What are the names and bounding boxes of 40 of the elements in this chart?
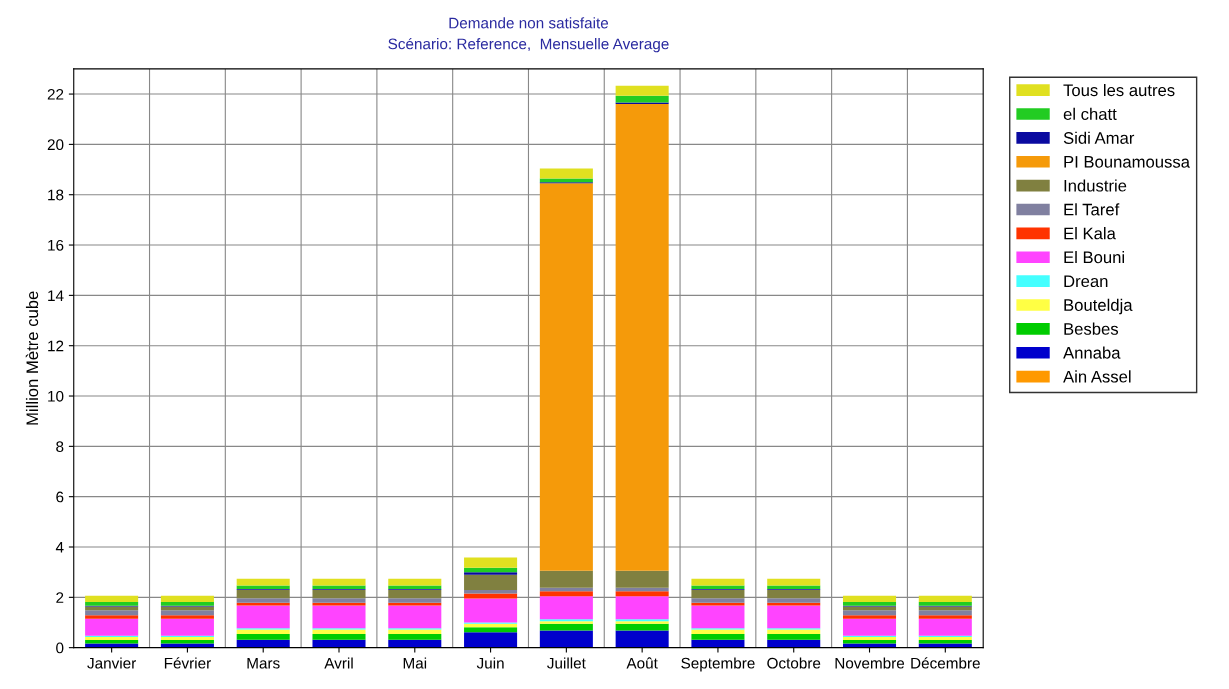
legend-label: Ain Assel — [1063, 370, 1131, 383]
legend-label: El Taref — [1064, 203, 1120, 216]
legend-label: Industrie — [1064, 179, 1127, 192]
x-tick-label: Août — [626, 657, 658, 669]
y-tick-label: 22 — [47, 88, 64, 100]
legend-label: El Kala — [1064, 227, 1116, 240]
y-tick-label: 12 — [48, 340, 64, 352]
x-tick-label: Septembre — [681, 657, 755, 672]
legend-label: El Bouni — [1064, 250, 1125, 264]
x-tick-label: Février — [164, 657, 211, 669]
x-tick-label: Juin — [476, 657, 504, 669]
y-tick-label: 18 — [48, 189, 64, 201]
y-tick-label: 4 — [55, 542, 64, 553]
x-tick-label: Mai — [403, 657, 427, 669]
y-tick-label: 8 — [56, 441, 64, 453]
x-tick-label: Octobre — [767, 657, 821, 669]
chart-subtitle: Scénario: Reference, Mensuelle Average — [388, 37, 669, 53]
y-axis-title: Million Mètre cube — [25, 291, 39, 425]
y-tick-label: 0 — [56, 642, 64, 654]
legend-label: Drean — [1064, 275, 1108, 288]
x-tick-label: Janvier — [87, 657, 137, 669]
legend-label: Sidi Amar — [1063, 131, 1135, 144]
legend-label: Besbes — [1064, 322, 1119, 335]
chart-title: Demande non satisfaite — [449, 17, 609, 29]
y-tick-label: 20 — [47, 139, 64, 151]
x-tick-label: Juillet — [547, 657, 586, 669]
y-tick-label: 14 — [48, 290, 64, 301]
legend-label: Annaba — [1063, 346, 1121, 359]
x-tick-label: Avril — [324, 657, 353, 669]
legend-label: Bouteldja — [1064, 298, 1133, 315]
x-tick-label: Décembre — [911, 657, 980, 669]
y-tick-label: 6 — [56, 491, 64, 503]
legend-label: el chatt — [1063, 107, 1117, 121]
legend-label: Tous les autres — [1063, 83, 1175, 97]
x-tick-label: Mars — [247, 657, 280, 669]
legend-label: PI Bounamoussa — [1064, 156, 1190, 168]
y-tick-label: 16 — [48, 239, 64, 251]
y-tick-label: 10 — [48, 390, 64, 402]
y-tick-label: 2 — [56, 592, 64, 603]
x-tick-label: Novembre — [835, 657, 905, 669]
